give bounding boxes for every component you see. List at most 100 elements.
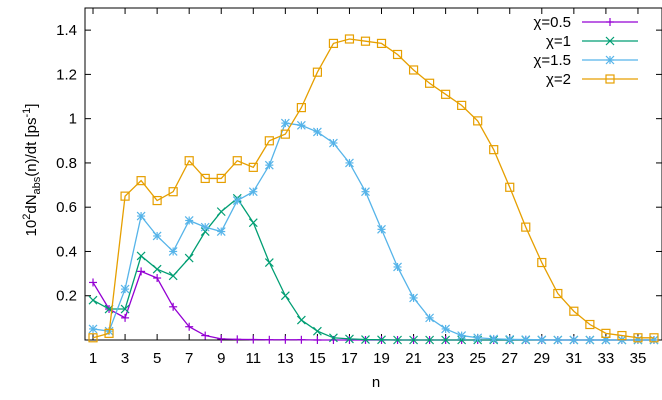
x-tick-label: 9 [217,350,225,367]
data-point [281,335,290,344]
y-tick-label: 0.8 [56,155,77,172]
data-point [569,306,579,316]
x-tick-label: 15 [309,350,326,367]
data-point [393,262,402,272]
data-point [345,334,354,344]
x-tick-label: 29 [533,350,550,367]
data-point [137,267,146,276]
series-4 [88,34,659,343]
data-point [489,334,499,344]
y-title-mid: dN [23,194,40,213]
data-point [393,335,402,345]
x-axis-title: n [372,374,380,391]
data-point [152,264,162,274]
data-point [185,322,194,331]
data-point [136,211,146,221]
x-tick-label: 23 [437,350,454,367]
legend-label: χ=1.5 [534,52,572,69]
data-point [184,253,194,263]
x-tick-label: 27 [501,350,518,367]
y-title-exp: 2 [21,214,33,220]
data-point [264,160,274,170]
x-tick-label: 33 [598,350,615,367]
y-title-rest: (n)/dt [ps [23,118,40,177]
legend-label: χ=1 [546,33,571,50]
y-tick-label: 0.4 [56,243,77,260]
series-line [92,197,654,341]
data-point [216,227,226,236]
data-point [409,335,418,345]
data-point [345,336,354,344]
data-point [569,335,579,345]
data-point [457,100,467,110]
data-point [200,227,210,236]
data-point [88,295,98,305]
series-2 [88,193,659,345]
series-line [92,270,654,341]
data-point [329,333,338,343]
series-line [92,38,654,339]
data-point [313,336,322,344]
legend-label: χ=2 [546,71,571,88]
data-point [521,335,531,344]
y-tick-label: 0.6 [56,199,77,216]
x-tick-label: 1 [89,350,97,367]
data-point [537,335,547,345]
data-point [232,156,242,166]
data-point [392,49,403,60]
y-title-base: 10 [23,220,40,237]
legend-item: χ=1 [546,33,638,50]
data-point [328,38,339,49]
x-tick-label: 31 [566,350,583,367]
x-tick-label: 13 [277,350,294,367]
data-point [457,331,467,340]
data-point [249,335,258,344]
data-point [457,335,467,345]
data-point [89,278,98,287]
data-point [361,187,370,197]
data-point [441,324,451,334]
data-point [441,335,451,345]
data-point [649,333,659,343]
y-title-sub: abs [31,176,43,194]
legend-item: χ=0.5 [534,14,638,31]
data-point [152,195,162,206]
data-point [248,218,258,228]
y-tick-label: 1 [69,111,77,128]
data-point [329,138,338,148]
data-point [605,36,615,46]
data-point [120,191,130,201]
data-point [264,136,274,146]
data-point [280,118,290,128]
y-axis-title: 102dNabs(n)/dt [ps-1] [21,104,43,237]
data-point [441,89,451,99]
data-point [168,271,178,281]
series-3 [88,118,659,345]
y-tick-label: 1.2 [56,66,77,83]
x-tick-label: 19 [373,350,390,367]
data-point [425,335,435,345]
data-point [376,38,387,49]
data-point [184,156,194,166]
x-tick-label: 7 [185,350,193,367]
data-point [200,222,210,232]
x-tick-label: 3 [121,350,129,367]
data-point [136,176,146,186]
data-point [377,224,386,234]
data-point [168,247,178,256]
data-point [585,319,595,330]
data-point [153,274,162,283]
data-point [168,187,178,197]
data-point [120,304,130,314]
data-point [265,335,274,344]
data-point [345,158,354,168]
x-tick-label: 5 [153,350,161,367]
data-point [216,207,226,217]
data-point [360,36,371,46]
legend-item: χ=1.5 [534,52,638,69]
data-point [617,330,627,341]
data-point [280,291,290,301]
data-point [424,78,435,88]
data-point [169,302,178,311]
